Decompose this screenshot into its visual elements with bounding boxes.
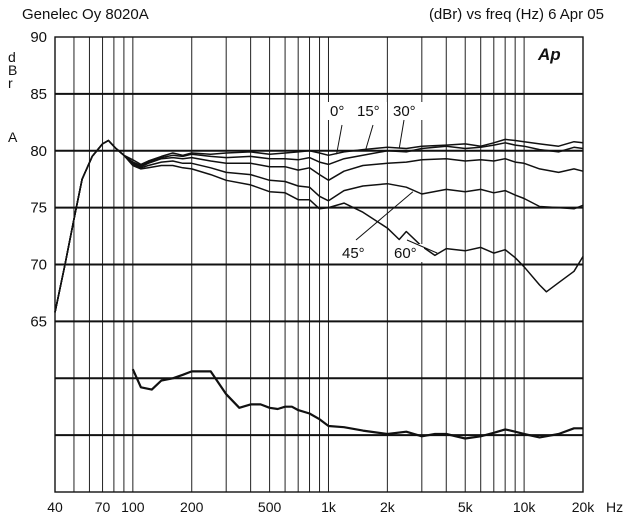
annotation-backdrop (390, 102, 423, 120)
annotation-backdrop (327, 102, 351, 120)
annotation-label: 60° (394, 245, 417, 262)
x-tick-label: 10k (513, 499, 537, 515)
y-tick-label: 90 (30, 29, 47, 46)
annotation-leader (398, 119, 405, 149)
angle-annotations: 0° 15° 30° 45° 60° (327, 102, 438, 262)
x-tick-label: 5k (458, 499, 474, 515)
y-tick-label: 70 (30, 257, 47, 274)
x-tick-label: 40 (47, 499, 63, 515)
y-tick-label: 85 (30, 86, 47, 103)
x-tick-label: 500 (258, 499, 282, 515)
plot-frame (54, 36, 584, 493)
annotation-leader (336, 124, 343, 155)
y-tick-label: 65 (30, 313, 47, 330)
annotation-label: 30° (393, 103, 416, 120)
annotation-label: 45° (342, 245, 365, 262)
annotation-leader (406, 239, 438, 254)
y-unit-letter-d: d (8, 49, 16, 65)
chart-subtitle: (dBr) vs freq (Hz) 6 Apr 05 (428, 6, 604, 23)
chart-title: Genelec Oy 8020A (22, 6, 149, 23)
annotation-leader (365, 124, 374, 150)
series-line-5 (131, 368, 583, 440)
y-unit-letter-a: A (8, 129, 18, 145)
annotation-backdrop (391, 244, 424, 262)
x-tick-label: 2k (380, 499, 396, 515)
y-unit-letter-r: r (8, 75, 13, 91)
series-line-4 (54, 139, 584, 313)
x-tick-label: 20k (572, 499, 596, 515)
annotation-leader (355, 191, 414, 241)
x-tick-label: 200 (180, 499, 204, 515)
ap-logo: Ap (537, 45, 561, 64)
annotation-backdrop (339, 244, 372, 262)
annotation-backdrop (354, 102, 387, 120)
y-tick-label: 80 (30, 143, 47, 160)
x-tick-label: 1k (321, 499, 337, 515)
x-unit-label: Hz (606, 499, 623, 515)
annotation-label: 0° (330, 103, 344, 120)
series-lines (54, 138, 584, 440)
y-tick-label: 75 (30, 200, 47, 217)
chart-grid (55, 37, 583, 492)
axis-ticks: 40 70 100 200 500 1k 2k 5k 10k 20k 65 70 75 80 85 90 (30, 29, 595, 515)
x-tick-label: 70 (95, 499, 111, 515)
x-tick-label: 100 (121, 499, 145, 515)
y-unit-letter-b: B (8, 62, 18, 78)
annotation-label: 15° (357, 103, 380, 120)
